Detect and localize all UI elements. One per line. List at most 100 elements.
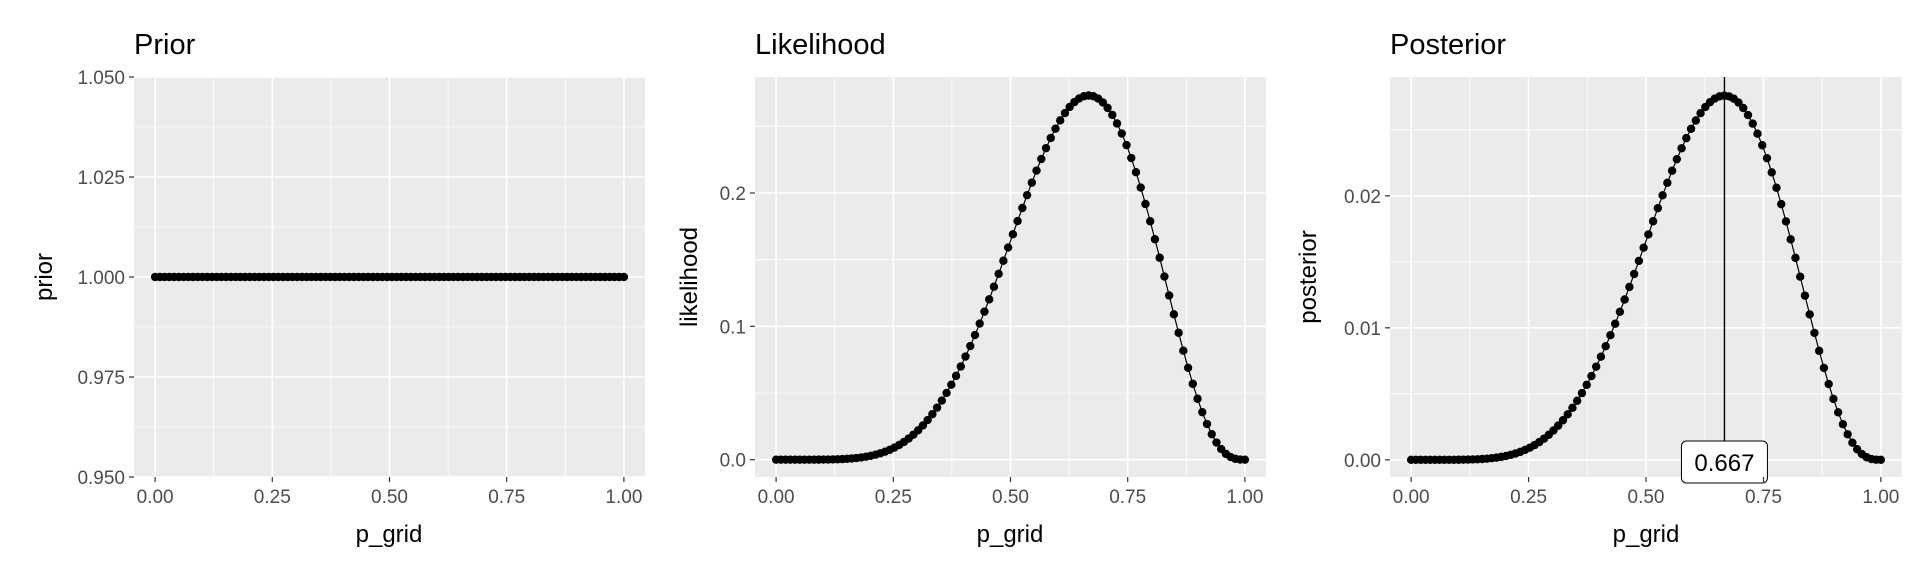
data-point [1103, 103, 1112, 113]
data-point [1739, 103, 1748, 113]
data-point [1876, 455, 1886, 465]
data-point [1848, 438, 1857, 447]
likelihood-panel-title: Likelihood [755, 29, 886, 61]
data-point [1800, 291, 1810, 300]
data-point [1018, 203, 1027, 213]
prior-y-axis-title: prior [31, 253, 58, 301]
data-point [1634, 256, 1644, 266]
y-tick-label: 0.01 [1344, 319, 1381, 340]
x-tick-label: 0.75 [1109, 487, 1146, 508]
data-point [1762, 153, 1772, 163]
prior-x-axis: 0.00 0.25 0.50 0.75 1.00 [137, 487, 643, 508]
y-tick-label: 0.00 [1344, 451, 1381, 472]
data-point [975, 319, 984, 328]
data-point [1629, 269, 1639, 279]
x-tick-label: 0.25 [1510, 487, 1547, 508]
data-point [1582, 380, 1591, 390]
likelihood-panel: Likelihood 0.00 0.25 0.50 0.75 1.00 0.0 … [676, 29, 1266, 548]
data-point [994, 269, 1003, 279]
data-point [1022, 190, 1032, 200]
data-point [1008, 230, 1018, 239]
data-point [1112, 119, 1122, 128]
y-tick-label: 1.025 [77, 168, 125, 189]
data-point [1240, 455, 1250, 464]
data-point [1596, 352, 1606, 361]
data-point [951, 371, 961, 381]
data-point [1056, 116, 1065, 125]
x-tick-label: 0.25 [875, 487, 912, 508]
y-tick-label: 0.1 [720, 317, 746, 338]
y-tick-label: 0.950 [77, 468, 125, 489]
data-point [966, 341, 975, 351]
data-point [1141, 199, 1150, 209]
y-tick-label: 0.2 [720, 184, 746, 205]
data-point [1696, 109, 1705, 118]
data-point [1620, 295, 1629, 304]
data-point [1183, 363, 1193, 372]
data-point [1677, 144, 1686, 153]
data-point [1772, 183, 1781, 192]
data-point [1212, 438, 1221, 447]
data-point [1829, 394, 1838, 404]
data-point [984, 295, 994, 304]
data-point [1601, 342, 1610, 351]
data-point [1032, 166, 1041, 175]
y-tick-label: 0.0 [720, 451, 746, 472]
data-point [1188, 379, 1198, 389]
data-point [1563, 410, 1572, 419]
data-point [1819, 363, 1829, 373]
data-point [1131, 168, 1141, 177]
data-point [937, 396, 947, 405]
data-point [1824, 379, 1833, 389]
data-point [1843, 430, 1852, 439]
data-point [1174, 328, 1183, 337]
x-tick-label: 0.00 [758, 487, 795, 508]
data-point [1046, 133, 1055, 143]
data-point [1041, 143, 1051, 153]
likelihood-x-axis-title: p_grid [977, 521, 1044, 548]
posterior-y-axis: 0.00 0.01 0.02 [1344, 187, 1381, 472]
data-point [918, 421, 928, 430]
y-tick-label: 0.975 [77, 368, 125, 389]
posterior-panel: Posterior 0.667 0.00 0.25 0.50 0.75 1.00… [1295, 29, 1902, 548]
data-point [1743, 110, 1753, 120]
data-point [1748, 119, 1757, 128]
data-point [956, 362, 965, 371]
posterior-x-axis-title: p_grid [1613, 521, 1680, 548]
data-point [1146, 217, 1155, 226]
data-point [1558, 416, 1568, 425]
data-point [932, 403, 942, 412]
posterior-points [1406, 91, 1886, 465]
data-point [1013, 216, 1022, 226]
data-point [1136, 183, 1145, 192]
x-tick-label: 0.00 [1393, 487, 1430, 508]
y-tick-label: 0.02 [1344, 187, 1381, 208]
x-tick-label: 1.00 [1862, 487, 1899, 508]
x-tick-label: 0.50 [1628, 487, 1665, 508]
data-point [1786, 235, 1795, 244]
data-point [1127, 153, 1136, 163]
data-point [1625, 282, 1634, 292]
data-point [980, 307, 989, 316]
likelihood-x-axis: 0.00 0.25 0.50 0.75 1.00 [758, 487, 1264, 508]
data-point [942, 388, 951, 398]
data-point [1037, 154, 1046, 164]
data-point [1644, 230, 1653, 239]
data-point [1155, 253, 1164, 262]
data-point [1027, 178, 1037, 187]
data-point [1682, 133, 1691, 143]
data-point [1686, 124, 1696, 134]
data-point [1122, 140, 1131, 150]
data-point [1753, 129, 1762, 138]
data-point [1577, 388, 1587, 398]
data-point [1169, 310, 1179, 319]
posterior-panel-title: Posterior [1390, 29, 1506, 61]
data-point [961, 352, 970, 361]
prior-panel: Prior 0.00 0.25 0.50 0.75 1.00 0.950 0.9… [31, 29, 645, 548]
x-tick-label: 1.00 [605, 487, 642, 508]
data-point [1691, 116, 1701, 125]
data-point [1193, 394, 1202, 403]
prior-x-axis-title: p_grid [356, 521, 423, 548]
posterior-x-axis: 0.00 0.25 0.50 0.75 1.00 [1393, 487, 1900, 508]
data-point [999, 256, 1008, 265]
